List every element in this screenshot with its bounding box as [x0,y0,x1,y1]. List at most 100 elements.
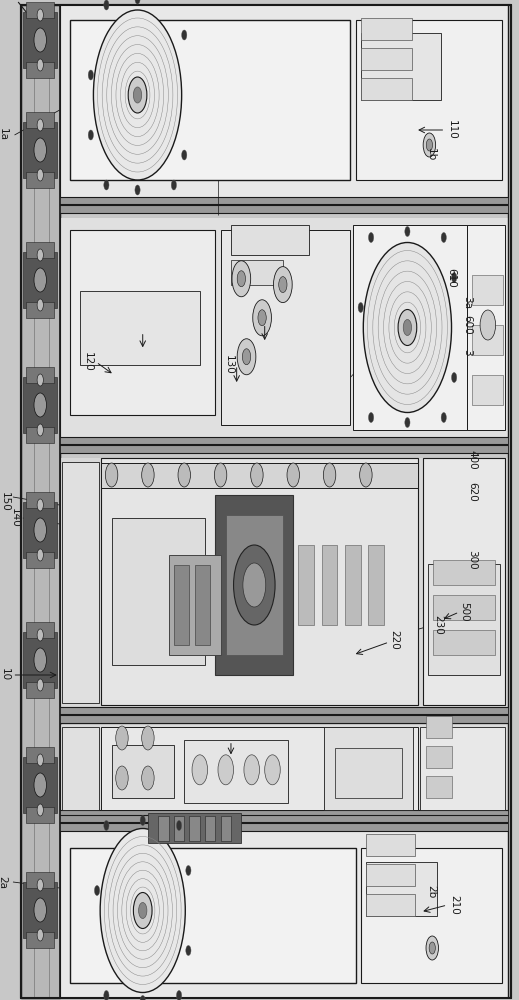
Bar [80,291,200,365]
Circle shape [128,77,147,113]
Circle shape [358,302,363,312]
Bar [428,564,500,675]
Bar [426,716,452,738]
Circle shape [37,249,44,261]
Circle shape [142,766,154,790]
Circle shape [88,130,93,140]
Bar [23,632,57,688]
Circle shape [323,463,336,487]
Circle shape [105,463,118,487]
Circle shape [258,310,266,326]
Circle shape [37,299,44,311]
Text: 220: 220 [389,630,400,650]
Text: 3a: 3a [462,296,472,308]
Circle shape [37,9,44,21]
Text: 500: 500 [459,602,470,622]
Bar [70,848,356,983]
Text: 400: 400 [467,450,477,470]
Text: 620: 620 [467,482,477,502]
Bar [60,458,508,707]
Text: 600: 600 [462,315,472,335]
Bar [26,112,54,128]
Circle shape [34,773,47,797]
Text: 210: 210 [449,895,459,915]
Text: 1a: 1a [0,128,8,141]
Circle shape [34,138,47,162]
Bar [60,815,508,831]
Text: 610: 610 [446,268,457,288]
Text: 140: 140 [9,508,20,528]
Circle shape [37,499,44,511]
Bar [60,810,508,826]
Bar [215,495,293,675]
Circle shape [243,563,266,607]
Bar [148,813,241,843]
Circle shape [140,816,145,826]
Bar [101,458,418,705]
Bar [353,225,467,430]
Bar [467,225,505,430]
Circle shape [37,629,44,641]
Bar [158,816,169,841]
Circle shape [133,892,152,928]
Bar [26,552,54,568]
Circle shape [37,374,44,386]
Circle shape [426,936,439,960]
Text: 2b: 2b [426,885,436,899]
Circle shape [237,339,256,375]
Bar [420,727,505,810]
Bar [23,757,57,813]
Bar [112,518,205,665]
Circle shape [37,679,44,691]
Circle shape [253,300,271,336]
Circle shape [142,463,154,487]
Bar [361,848,502,983]
Bar [23,252,57,308]
Bar [60,437,508,453]
Circle shape [37,424,44,436]
Circle shape [423,133,435,157]
Circle shape [37,549,44,561]
Bar [26,242,54,258]
Circle shape [104,820,109,830]
Bar [23,502,57,558]
Circle shape [100,828,185,992]
Circle shape [34,648,47,672]
Bar [472,325,503,355]
Bar [26,172,54,188]
Circle shape [142,726,154,750]
Bar [356,20,502,180]
Bar [60,218,508,437]
Bar [101,463,418,488]
Bar [322,545,337,625]
Circle shape [452,272,457,282]
Bar [335,748,402,798]
Circle shape [34,518,47,542]
Circle shape [480,310,496,340]
Circle shape [94,886,100,896]
Circle shape [403,319,412,335]
Bar [26,932,54,948]
Circle shape [232,261,251,297]
Bar [184,740,288,803]
Bar [174,565,189,645]
Text: 300: 300 [467,550,477,570]
Bar [112,745,174,798]
Circle shape [441,412,446,422]
Bar [26,807,54,823]
Bar [26,872,54,888]
Circle shape [368,412,374,422]
Circle shape [244,755,260,785]
Bar [26,427,54,443]
Bar [169,555,221,655]
Bar [361,48,412,70]
Circle shape [218,755,234,785]
Bar [433,595,495,620]
Circle shape [116,766,128,790]
Circle shape [287,463,299,487]
Bar [60,828,508,998]
Bar [221,816,231,841]
Bar [366,834,416,856]
Text: 120: 120 [83,352,93,372]
Text: 10: 10 [0,668,10,682]
